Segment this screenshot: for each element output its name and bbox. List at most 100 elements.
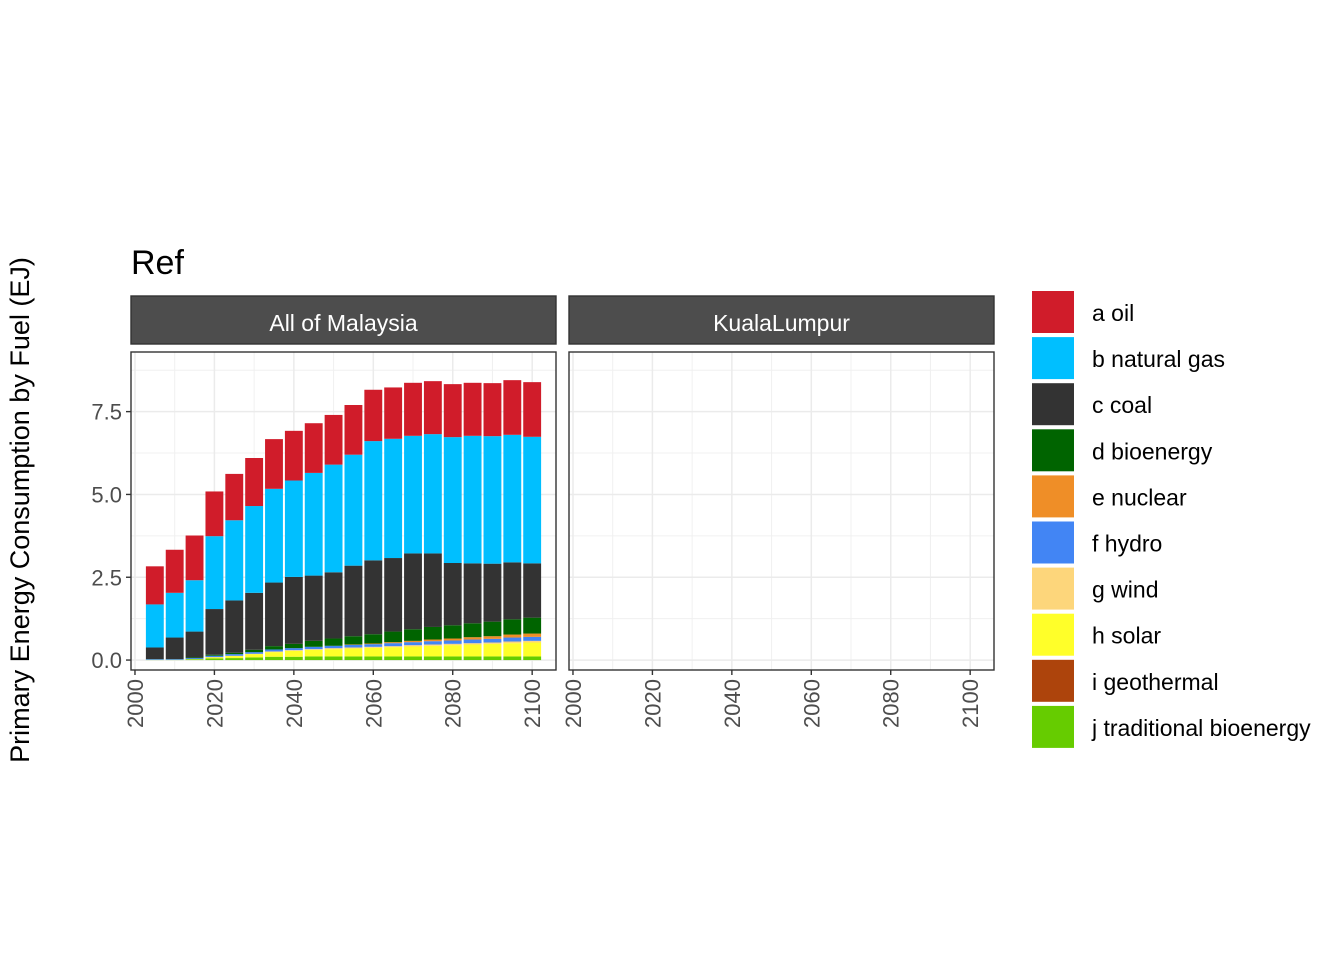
x-tick-label: 2020: [202, 679, 227, 728]
bar-segment: [284, 576, 303, 644]
legend-item: a oil: [1032, 291, 1134, 333]
panel-border: [130, 351, 557, 671]
bar-segment: [284, 643, 303, 649]
legend-swatch: [1032, 291, 1074, 333]
x-tick-label: 2080: [879, 679, 904, 728]
y-axis-title: Primary Energy Consumption by Fuel (EJ): [5, 257, 35, 763]
legend-label: i geothermal: [1092, 669, 1219, 695]
bar-segment: [364, 647, 383, 657]
bar-segment: [265, 646, 283, 650]
bar-segment: [324, 414, 343, 465]
bar-segment: [483, 383, 502, 437]
x-tick-label: 2000: [123, 679, 148, 728]
bar-segment: [225, 473, 244, 521]
bar-segment: [483, 638, 502, 643]
x-tick-label: 2040: [720, 679, 745, 728]
bar-segment: [423, 645, 442, 657]
bar-segment: [304, 640, 323, 647]
bar-segment: [185, 659, 204, 661]
legend-label: e nuclear: [1092, 484, 1187, 510]
bar-segment: [245, 458, 264, 507]
bar-segment: [404, 640, 422, 643]
bar-segment: [503, 619, 522, 635]
legend-label: j traditional bioenergy: [1091, 715, 1311, 741]
bar-segment: [245, 592, 264, 650]
bar-segment: [384, 558, 403, 632]
bar-segment: [483, 656, 502, 661]
bar-segment: [225, 600, 244, 653]
bar-segment: [463, 563, 482, 624]
bar-segment: [245, 654, 264, 658]
x-tick-label: 2000: [561, 679, 586, 728]
bar-segment: [364, 644, 383, 647]
bar-segment: [463, 639, 482, 644]
legend-label: b natural gas: [1092, 346, 1225, 372]
panel-background: [569, 352, 994, 670]
bar-segment: [344, 644, 363, 648]
bar-segment: [423, 553, 442, 627]
panel-grid: [569, 352, 994, 670]
bar-segment: [265, 439, 283, 489]
bar-segment: [344, 647, 363, 649]
bar-segment: [523, 642, 542, 657]
legend: a oil b natural gas c coal d bioenergy e nuc…: [1032, 291, 1311, 748]
legend-swatch: [1032, 567, 1074, 610]
bar-segment: [265, 652, 283, 657]
legend-swatch: [1032, 337, 1074, 380]
bar-segment: [245, 657, 264, 661]
facet-panel: KualaLumpur 2000 2020 2040 2060 2080 2100: [561, 295, 995, 728]
bar-segment: [503, 634, 522, 638]
bar-segment: [384, 643, 403, 647]
bar-segment: [265, 582, 283, 647]
legend-swatch: [1032, 429, 1074, 472]
bar-segment: [304, 575, 323, 641]
bar-segment: [145, 604, 164, 648]
bar-segment: [265, 656, 283, 661]
bar-segment: [265, 649, 283, 652]
bar-segment: [483, 636, 502, 639]
bar-segment: [443, 638, 462, 641]
bar-segment: [265, 488, 283, 583]
bar-segment: [384, 387, 403, 439]
bar-segment: [185, 657, 204, 659]
bar-segment: [205, 536, 224, 610]
bar-segment: [523, 436, 542, 564]
bar-segment: [324, 638, 343, 646]
bar-segment: [404, 629, 422, 641]
bar-segment: [523, 633, 542, 637]
bar-segment: [523, 656, 542, 661]
bar-segment: [423, 656, 442, 661]
bar-segment: [503, 562, 522, 620]
bar-segment: [145, 647, 164, 660]
panel-border: [568, 351, 995, 671]
bar-segment: [523, 617, 542, 634]
bar-segment: [443, 656, 462, 661]
bar-segment: [483, 621, 502, 637]
bar-segment: [284, 430, 303, 481]
bar-segment: [503, 380, 522, 435]
bar-segment: [443, 625, 462, 639]
bar-segment: [364, 643, 383, 645]
bar-segment: [443, 384, 462, 438]
bar-segment: [284, 648, 303, 651]
bar-segment: [284, 650, 303, 657]
legend-swatch: [1032, 705, 1074, 748]
bar-segment: [225, 658, 244, 661]
bar-segment: [205, 491, 224, 537]
y-tick-label: 0.0: [91, 648, 122, 673]
legend-item: i geothermal: [1032, 659, 1219, 702]
bar-segment: [225, 652, 244, 655]
bar-segment: [344, 636, 363, 645]
bar-segment: [364, 389, 383, 442]
y-tick-label: 7.5: [91, 400, 122, 425]
bar-segment: [324, 645, 343, 649]
x-tick-label: 2060: [361, 679, 386, 728]
bar-segment: [364, 441, 383, 561]
chart-title: Ref: [131, 244, 184, 282]
bar-segment: [463, 623, 482, 638]
bar-segment: [463, 637, 482, 640]
bar-segment: [384, 642, 403, 644]
bar-segment: [145, 659, 164, 660]
bar-segment: [384, 631, 403, 643]
